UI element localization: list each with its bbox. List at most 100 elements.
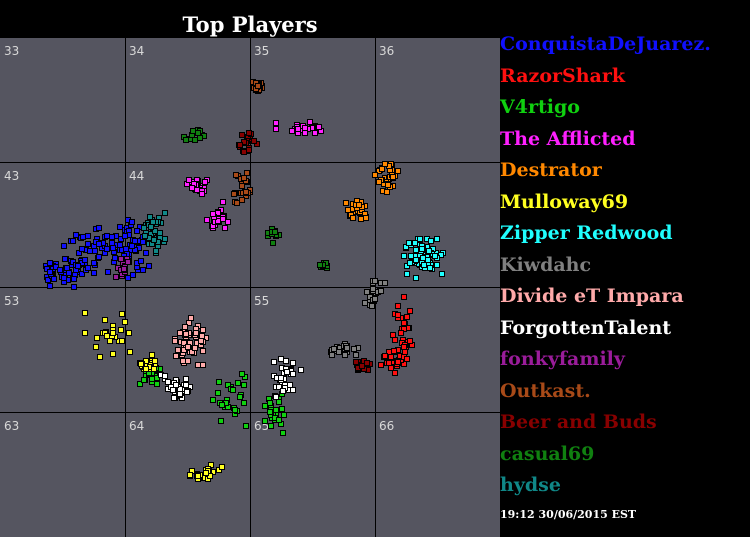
village-marker[interactable] <box>316 124 322 130</box>
village-marker[interactable] <box>231 191 237 197</box>
village-marker[interactable] <box>110 330 116 336</box>
village-marker[interactable] <box>82 257 88 263</box>
village-marker[interactable] <box>391 348 397 354</box>
village-marker[interactable] <box>362 300 368 306</box>
village-marker[interactable] <box>215 218 221 224</box>
village-marker[interactable] <box>270 240 276 246</box>
village-marker[interactable] <box>187 472 193 478</box>
village-marker[interactable] <box>281 412 287 418</box>
village-marker[interactable] <box>312 130 318 136</box>
world-map[interactable]: 33 34 35 36 43 44 53 55 63 64 65 66 <box>0 38 500 537</box>
village-marker[interactable] <box>218 418 224 424</box>
village-marker[interactable] <box>427 265 433 271</box>
village-marker[interactable] <box>353 352 359 358</box>
village-marker[interactable] <box>96 254 102 260</box>
village-marker[interactable] <box>125 275 131 281</box>
village-marker[interactable] <box>283 358 289 364</box>
village-marker[interactable] <box>126 330 132 336</box>
village-marker[interactable] <box>140 239 146 245</box>
village-marker[interactable] <box>413 257 419 263</box>
village-marker[interactable] <box>45 277 51 283</box>
village-marker[interactable] <box>134 228 140 234</box>
village-marker[interactable] <box>255 83 261 89</box>
village-marker[interactable] <box>378 288 384 294</box>
village-marker[interactable] <box>376 179 382 185</box>
village-marker[interactable] <box>162 373 168 379</box>
village-marker[interactable] <box>401 294 407 300</box>
village-marker[interactable] <box>262 418 268 424</box>
village-marker[interactable] <box>241 400 247 406</box>
village-marker[interactable] <box>276 417 282 423</box>
village-marker[interactable] <box>284 369 290 375</box>
village-marker[interactable] <box>193 330 199 336</box>
village-marker[interactable] <box>232 407 238 413</box>
village-marker[interactable] <box>154 381 160 387</box>
village-marker[interactable] <box>350 215 356 221</box>
village-marker[interactable] <box>241 382 247 388</box>
village-marker[interactable] <box>336 349 342 355</box>
village-marker[interactable] <box>119 338 125 344</box>
village-marker[interactable] <box>192 345 198 351</box>
village-marker[interactable] <box>177 386 183 392</box>
village-marker[interactable] <box>267 409 273 415</box>
village-marker[interactable] <box>417 236 423 242</box>
village-marker[interactable] <box>137 381 143 387</box>
village-marker[interactable] <box>230 387 236 393</box>
village-marker[interactable] <box>210 211 216 217</box>
village-marker[interactable] <box>208 462 214 468</box>
village-marker[interactable] <box>439 271 445 277</box>
village-marker[interactable] <box>378 362 384 368</box>
village-marker[interactable] <box>129 243 135 249</box>
village-marker[interactable] <box>189 185 195 191</box>
village-marker[interactable] <box>419 246 425 252</box>
village-marker[interactable] <box>401 320 407 326</box>
village-marker[interactable] <box>64 265 70 271</box>
village-marker[interactable] <box>271 359 277 365</box>
village-marker[interactable] <box>51 276 57 282</box>
village-marker[interactable] <box>390 174 396 180</box>
village-marker[interactable] <box>109 240 115 246</box>
village-marker[interactable] <box>290 387 296 393</box>
village-marker[interactable] <box>203 470 209 476</box>
village-marker[interactable] <box>382 353 388 359</box>
village-marker[interactable] <box>280 388 286 394</box>
village-marker[interactable] <box>150 219 156 225</box>
village-marker[interactable] <box>82 330 88 336</box>
village-marker[interactable] <box>344 345 350 351</box>
village-marker[interactable] <box>162 236 168 242</box>
village-marker[interactable] <box>186 177 192 183</box>
village-marker[interactable] <box>107 338 113 344</box>
village-marker[interactable] <box>395 303 401 309</box>
village-marker[interactable] <box>118 256 124 262</box>
village-marker[interactable] <box>183 137 189 143</box>
village-marker[interactable] <box>172 338 178 344</box>
village-marker[interactable] <box>149 352 155 358</box>
village-marker[interactable] <box>186 320 192 326</box>
village-marker[interactable] <box>85 265 91 271</box>
village-marker[interactable] <box>351 346 357 352</box>
village-marker[interactable] <box>343 200 349 206</box>
village-marker[interactable] <box>251 138 257 144</box>
village-marker[interactable] <box>268 423 274 429</box>
village-marker[interactable] <box>129 219 135 225</box>
village-marker[interactable] <box>195 130 201 136</box>
village-marker[interactable] <box>82 310 88 316</box>
village-marker[interactable] <box>219 402 225 408</box>
village-marker[interactable] <box>47 269 53 275</box>
village-marker[interactable] <box>104 246 110 252</box>
village-marker[interactable] <box>122 319 128 325</box>
village-marker[interactable] <box>110 351 116 357</box>
village-marker[interactable] <box>388 365 394 371</box>
village-marker[interactable] <box>113 274 119 280</box>
village-marker[interactable] <box>216 379 222 385</box>
village-marker[interactable] <box>177 330 183 336</box>
village-marker[interactable] <box>273 407 279 413</box>
village-marker[interactable] <box>198 338 204 344</box>
village-marker[interactable] <box>239 132 245 138</box>
village-marker[interactable] <box>141 377 147 383</box>
village-marker[interactable] <box>151 366 157 372</box>
village-marker[interactable] <box>272 229 278 235</box>
village-marker[interactable] <box>75 263 81 269</box>
village-marker[interactable] <box>105 269 111 275</box>
village-marker[interactable] <box>93 344 99 350</box>
